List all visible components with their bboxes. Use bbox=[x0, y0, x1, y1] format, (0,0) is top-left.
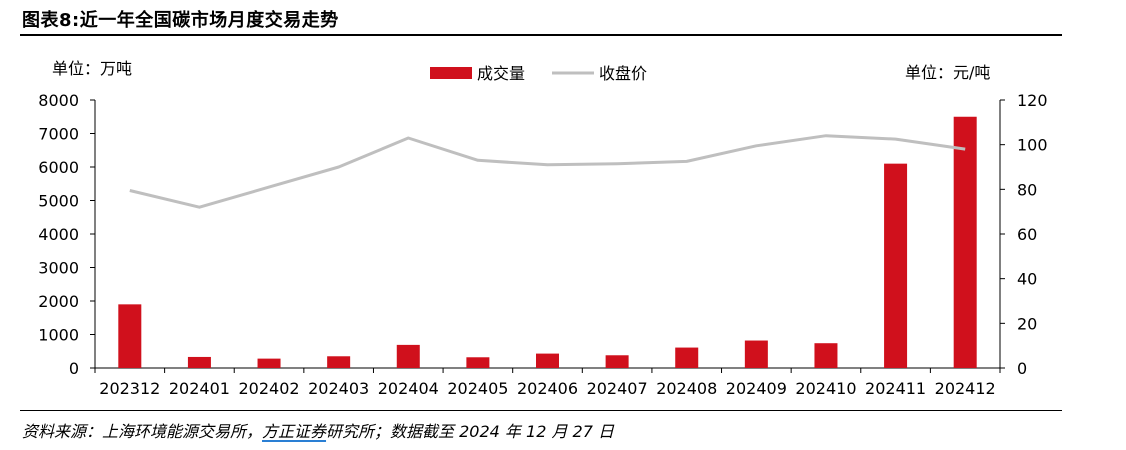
bar bbox=[814, 343, 838, 368]
bar bbox=[257, 358, 281, 368]
source-suffix: 研究所；数据截至 2024 年 12 月 27 日 bbox=[326, 422, 614, 441]
price-line bbox=[129, 134, 966, 209]
left-y-tick-label: 2000 bbox=[38, 292, 79, 311]
right-y-tick-label: 120 bbox=[1017, 91, 1048, 110]
x-tick-label: 202412 bbox=[935, 379, 996, 398]
x-tick-label: 202407 bbox=[587, 379, 648, 398]
bar bbox=[327, 356, 351, 368]
right-y-tick-label: 40 bbox=[1017, 270, 1037, 289]
left-y-tick-label: 5000 bbox=[38, 192, 79, 211]
x-tick-label: 202402 bbox=[238, 379, 299, 398]
source-note: 资料来源：上海环境能源交易所，方正证券研究所；数据截至 2024 年 12 月 … bbox=[22, 418, 614, 442]
right-y-tick-label: 60 bbox=[1017, 225, 1037, 244]
bar bbox=[466, 357, 490, 368]
bar bbox=[744, 340, 768, 368]
x-tick-label: 202404 bbox=[378, 379, 439, 398]
right-y-tick-label: 100 bbox=[1017, 136, 1048, 155]
legend-bar-label: 成交量 bbox=[477, 64, 525, 83]
right-y-tick-label: 20 bbox=[1017, 314, 1037, 333]
left-y-tick-label: 0 bbox=[69, 359, 79, 378]
x-tick-label: 202406 bbox=[517, 379, 578, 398]
bar bbox=[118, 304, 142, 368]
x-tick-label: 202405 bbox=[447, 379, 508, 398]
x-tick-label: 202312 bbox=[99, 379, 160, 398]
x-tick-label: 202403 bbox=[308, 379, 369, 398]
bar bbox=[187, 356, 211, 368]
left-y-tick-label: 1000 bbox=[38, 326, 79, 345]
right-axis-unit-label: 单位：元/吨 bbox=[905, 63, 990, 82]
legend-bar-swatch bbox=[430, 67, 472, 79]
left-y-tick-label: 3000 bbox=[38, 259, 79, 278]
left-y-tick-label: 7000 bbox=[38, 125, 79, 144]
left-y-tick-label: 8000 bbox=[38, 91, 79, 110]
plot-area: 0 1000 2000 3000 4000 5000 6000 7000 8000 0 20 40 60… bbox=[38, 91, 1047, 398]
x-tick-label: 202408 bbox=[656, 379, 717, 398]
bar bbox=[884, 163, 908, 368]
chart-title: 图表8:近一年全国碳市场月度交易走势 bbox=[22, 10, 339, 31]
bar bbox=[675, 347, 699, 368]
right-y-tick-label: 80 bbox=[1017, 180, 1037, 199]
bar bbox=[605, 355, 629, 368]
source-prefix: 资料来源：上海环境能源交易所， bbox=[22, 422, 263, 441]
bar bbox=[396, 344, 420, 368]
source-highlight: 方正证券 bbox=[262, 422, 327, 441]
right-y-tick-label: 0 bbox=[1017, 359, 1027, 378]
legend-line-label: 收盘价 bbox=[599, 64, 647, 83]
left-y-tick-label: 6000 bbox=[38, 158, 79, 177]
title-divider bbox=[20, 34, 1062, 36]
footer-divider bbox=[20, 410, 1062, 411]
left-y-tick-label: 4000 bbox=[38, 225, 79, 244]
bar bbox=[536, 353, 559, 368]
x-tick-label: 202410 bbox=[795, 379, 856, 398]
x-tick-label: 202411 bbox=[865, 379, 926, 398]
left-axis-unit-label: 单位：万吨 bbox=[52, 59, 132, 78]
x-tick-label: 202409 bbox=[726, 379, 787, 398]
legend: 成交量 收盘价 bbox=[430, 64, 647, 83]
x-tick-label: 202401 bbox=[169, 379, 230, 398]
bar bbox=[953, 116, 977, 368]
